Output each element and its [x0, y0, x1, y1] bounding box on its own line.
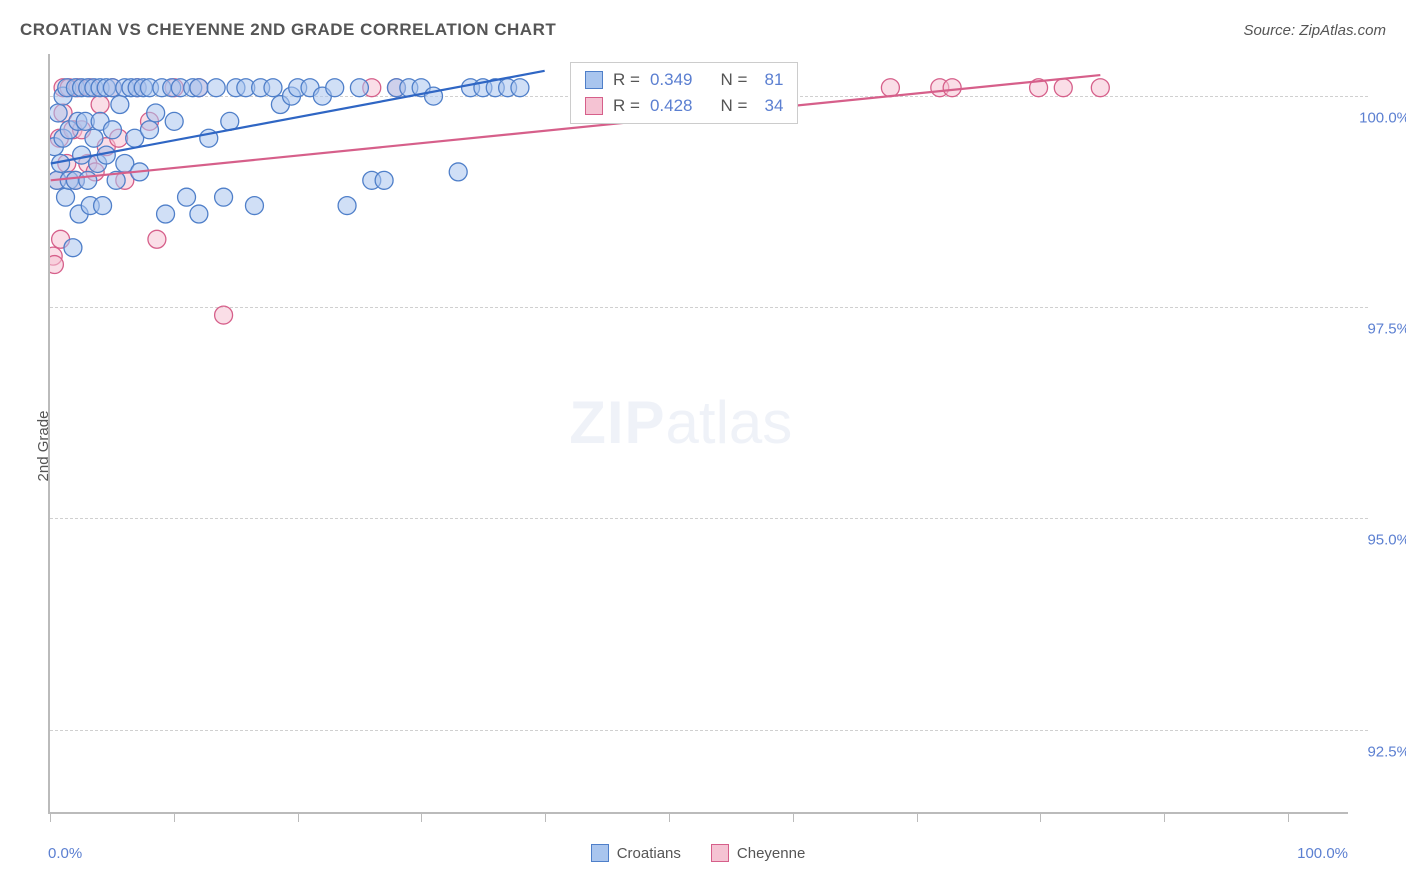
scatter-point	[157, 205, 175, 223]
scatter-point	[1091, 79, 1109, 97]
x-axis-labels: 0.0% 100.0%	[48, 845, 1348, 862]
chart-area: ZIPatlas R =0.349N =81R =0.428N =34 92.5…	[48, 54, 1348, 814]
scatter-point	[375, 171, 393, 189]
scatter-point	[103, 121, 121, 139]
scatter-plot-svg	[50, 54, 1348, 812]
y-tick-label: 95.0%	[1367, 532, 1406, 549]
x-axis-label-right: 100.0%	[1297, 845, 1348, 862]
stats-r-value: 0.428	[650, 96, 693, 116]
scatter-point	[215, 306, 233, 324]
scatter-point	[190, 79, 208, 97]
scatter-point	[190, 205, 208, 223]
scatter-point	[215, 188, 233, 206]
x-axis-label-left: 0.0%	[48, 845, 82, 862]
header: CROATIAN VS CHEYENNE 2ND GRADE CORRELATI…	[20, 20, 1386, 40]
scatter-point	[1054, 79, 1072, 97]
x-tick	[421, 812, 422, 822]
chart-title: CROATIAN VS CHEYENNE 2ND GRADE CORRELATI…	[20, 20, 556, 40]
scatter-point	[50, 104, 67, 122]
scatter-point	[165, 112, 183, 130]
stats-r-label: R =	[613, 70, 640, 90]
scatter-point	[57, 188, 75, 206]
x-tick	[1040, 812, 1041, 822]
stats-swatch	[585, 97, 603, 115]
stats-legend-box: R = 0.349 N = 81 R = 0.428 N = 34	[570, 62, 798, 124]
x-tick	[50, 812, 51, 822]
scatter-point	[264, 79, 282, 97]
source-label: Source: ZipAtlas.com	[1243, 22, 1386, 39]
y-tick-label: 100.0%	[1359, 110, 1406, 127]
scatter-point	[73, 146, 91, 164]
x-tick	[793, 812, 794, 822]
x-tick	[1164, 812, 1165, 822]
scatter-point	[141, 121, 159, 139]
x-tick	[298, 812, 299, 822]
scatter-point	[111, 96, 129, 114]
scatter-point	[148, 230, 166, 248]
scatter-point	[350, 79, 368, 97]
scatter-point	[79, 171, 97, 189]
scatter-point	[178, 188, 196, 206]
scatter-point	[326, 79, 344, 97]
scatter-point	[511, 79, 529, 97]
scatter-point	[85, 129, 103, 147]
stats-n-value: 81	[757, 70, 783, 90]
stats-row: R = 0.428 N = 34	[571, 93, 797, 119]
scatter-point	[91, 96, 109, 114]
x-tick	[917, 812, 918, 822]
scatter-point	[207, 79, 225, 97]
scatter-point	[50, 256, 63, 274]
scatter-point	[94, 197, 112, 215]
scatter-point	[64, 239, 82, 257]
y-tick-label: 92.5%	[1367, 743, 1406, 760]
x-tick	[174, 812, 175, 822]
stats-swatch	[585, 71, 603, 89]
scatter-point	[245, 197, 263, 215]
scatter-point	[943, 79, 961, 97]
stats-r-value: 0.349	[650, 70, 693, 90]
scatter-point	[147, 104, 165, 122]
stats-n-label: N =	[720, 96, 747, 116]
stats-n-value: 34	[757, 96, 783, 116]
x-tick	[669, 812, 670, 822]
scatter-point	[449, 163, 467, 181]
scatter-point	[881, 79, 899, 97]
y-tick-label: 97.5%	[1367, 321, 1406, 338]
stats-r-label: R =	[613, 96, 640, 116]
stats-n-label: N =	[720, 70, 747, 90]
scatter-point	[338, 197, 356, 215]
x-tick	[545, 812, 546, 822]
stats-row: R = 0.349 N = 81	[571, 67, 797, 93]
x-tick	[1288, 812, 1289, 822]
